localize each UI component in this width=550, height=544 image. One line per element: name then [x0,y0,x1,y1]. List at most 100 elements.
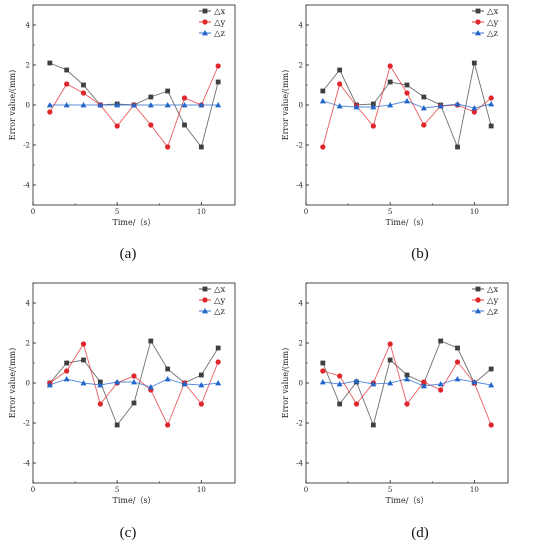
data-point-dx [182,122,187,128]
data-point-dz [147,102,154,108]
data-point-dz [319,379,326,385]
y-tick-label: 0 [299,102,303,110]
data-point-dy [337,81,343,87]
y-axis-label: Error value/(mm) [281,70,290,141]
y-tick-label: 2 [26,340,30,348]
y-tick-label: 0 [299,380,303,388]
y-tick-label: 4 [26,300,31,308]
data-point-dx [337,67,343,73]
data-point-dx [81,357,86,363]
data-point-dy [387,63,393,69]
y-tick-label: 4 [26,22,31,30]
legend-label: △y [214,296,226,306]
legend-marker [202,297,208,303]
x-axis-label: Time/（s） [385,496,428,505]
data-point-dx [81,82,86,88]
data-point-dy [421,122,427,128]
data-point-dy [114,123,120,129]
data-point-dx [64,360,70,366]
data-point-dy [215,63,221,69]
legend-label: △y [487,18,499,28]
data-point-dy [337,373,343,379]
legend-marker [202,8,208,14]
data-point-dz [198,382,205,388]
legend-label: △x [487,7,499,17]
legend-marker [202,286,208,292]
data-point-dz [471,379,478,385]
data-point-dz [420,105,427,111]
data-point-dz [336,381,343,387]
legend-marker [202,19,208,25]
y-tick-label: -4 [296,460,303,468]
chart-panel-b: 0 5 10 -4 -2 0 2 4 Time/（s） Error value/(mm) △x△y△… [281,4,509,227]
data-point-dz [387,102,394,108]
data-point-dz [215,380,222,386]
data-point-dz [46,382,53,388]
data-point-dx [471,60,477,66]
data-point-dx [148,338,154,344]
data-point-dz [164,376,171,382]
data-point-dy [404,401,410,407]
chart-panel-a: 0 5 10 -4 -2 0 2 4 Time/（s） Error value/(mm) △x△y△… [8,4,236,227]
data-point-dx [455,144,460,150]
data-point-dz [404,376,410,382]
x-tick-label: 0 [304,486,308,494]
data-point-dz [131,379,137,385]
panel-caption: (a) [120,246,137,262]
data-point-dz [336,103,343,109]
panel-caption: (c) [120,525,137,541]
x-tick-label: 0 [31,208,35,216]
x-tick-label: 0 [304,208,308,216]
legend-marker [475,308,481,314]
data-point-dy [131,373,137,379]
data-point-dy [454,359,461,365]
data-point-dz [131,102,137,108]
data-point-dx [320,360,326,366]
x-tick-label: 5 [115,486,119,494]
legend-label: △x [487,285,499,295]
legend-marker [475,30,481,36]
chart-panel-d: 0 5 10 -4 -2 0 2 4 Time/（s） Error value/(mm) △x△y△… [281,282,509,505]
data-point-dz [97,382,104,388]
chart-panel-c: 0 5 10 -4 -2 0 2 4 Time/（s） Error value/(mm) △x△y△… [8,282,236,505]
legend-marker [202,30,208,36]
data-point-dz [181,102,188,108]
data-point-dz [164,102,171,108]
legend-label: △x [214,7,226,17]
x-tick-label: 10 [197,486,206,494]
data-point-dy [80,90,87,96]
data-point-dy [353,401,360,407]
data-point-dx [165,366,171,372]
legend-label: △y [487,296,499,306]
data-point-dz [353,378,360,384]
data-point-dz [63,102,70,108]
legend-label: △y [214,18,226,28]
data-point-dz [353,104,360,110]
data-point-dy [181,95,188,101]
data-point-dz [63,376,70,382]
x-tick-label: 10 [470,486,479,494]
data-point-dz [488,382,495,388]
legend-marker [475,297,481,303]
data-point-dz [97,102,104,108]
y-tick-label: -2 [23,420,30,428]
data-point-dz [80,102,87,108]
data-point-dy [215,359,221,365]
data-point-dx [488,366,494,372]
data-point-dy [320,144,326,150]
y-tick-label: 4 [299,22,304,30]
y-axis-label: Error value/(mm) [8,348,17,419]
y-tick-label: 2 [26,62,30,70]
data-point-dx [370,422,376,428]
x-tick-label: 10 [470,208,479,216]
y-axis-label: Error value/(mm) [8,70,17,141]
data-point-dz [387,380,394,386]
data-point-dz [471,105,478,111]
legend-marker [475,19,481,25]
data-point-dx [387,357,393,363]
data-point-dx [421,94,427,100]
legend-label: △z [214,29,226,39]
data-point-dx [387,79,393,85]
data-point-dy [471,109,477,115]
